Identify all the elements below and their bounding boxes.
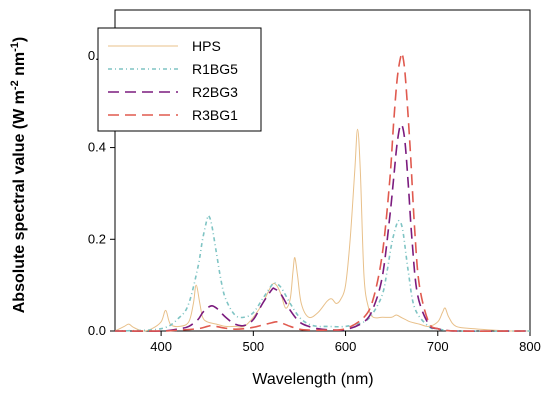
x-tick-label: 700 — [427, 339, 449, 354]
y-axis-title: Absolute spectral value (W m-2 nm-1) — [9, 37, 28, 314]
series-layer — [114, 52, 531, 332]
series-line-r1bg5 — [114, 214, 531, 332]
x-tick-label: 400 — [150, 339, 172, 354]
y-axis-title-sup-2: -1 — [9, 42, 21, 52]
y-tick-label: 0.2 — [88, 231, 106, 246]
y-tick-label: 0.0 — [88, 323, 106, 338]
legend-box — [97, 27, 262, 132]
y-axis-title-part-1: Absolute spectral value (W m — [11, 90, 28, 313]
series-line-hps — [114, 128, 531, 332]
legend-label-r3bg1: R3BG1 — [192, 107, 238, 123]
plot-frame — [114, 9, 531, 332]
legend-label-hps: HPS — [192, 38, 221, 54]
y-axis-title-part-3: ) — [11, 37, 28, 42]
x-tick-label: 600 — [335, 339, 357, 354]
legend: HPS R1BG5 R2BG3 R3BG1 — [97, 27, 262, 132]
y-axis-title-sup-1: -2 — [9, 80, 21, 90]
legend-label-r2bg3: R2BG3 — [192, 84, 238, 100]
x-tick-label: 800 — [519, 339, 541, 354]
y-tick-label: 0.4 — [88, 140, 106, 155]
x-axis-title: Wavelength (nm) — [252, 371, 373, 388]
series-line-r3bg1 — [114, 52, 531, 332]
x-axis: 400 500 600 700 800 — [150, 331, 541, 354]
y-axis: 0.00.20.40.6 — [88, 48, 115, 338]
legend-label-r1bg5: R1BG5 — [192, 61, 238, 77]
x-tick-label: 500 — [242, 339, 264, 354]
y-axis-title-part-2: nm — [11, 52, 28, 80]
series-line-r2bg3 — [114, 123, 531, 332]
